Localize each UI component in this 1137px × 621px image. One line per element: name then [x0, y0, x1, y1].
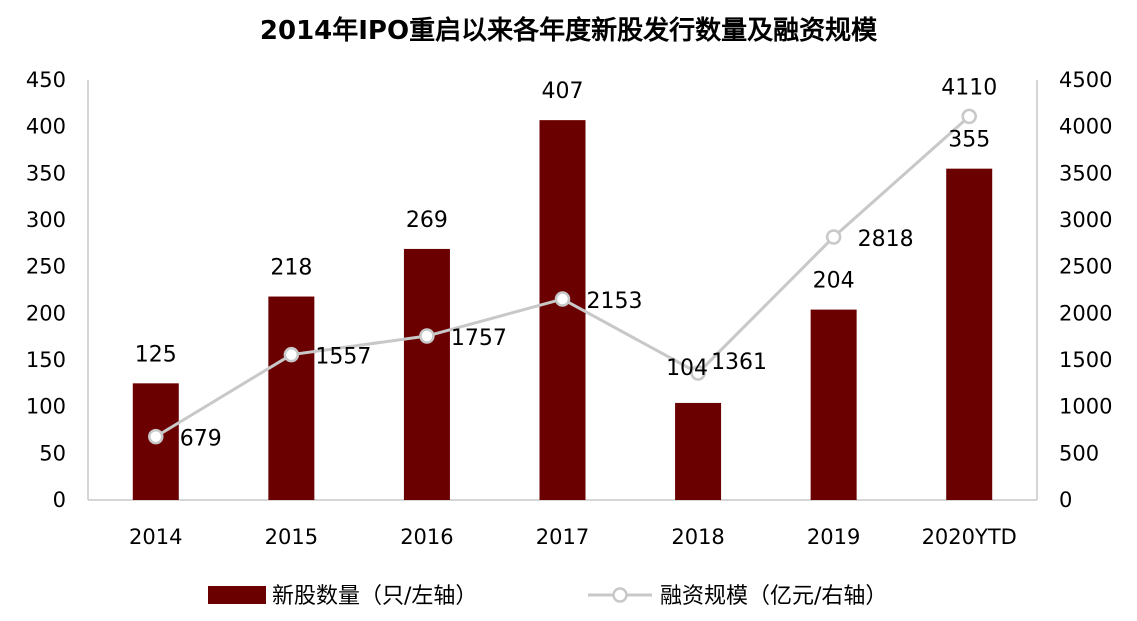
line-series — [148, 108, 977, 445]
bar-value-label: 125 — [135, 342, 177, 367]
line-point — [283, 346, 300, 363]
y-right-tick-label: 1500 — [1059, 348, 1112, 372]
y-left-tick-label: 200 — [26, 301, 66, 325]
x-tick-label: 2014 — [129, 525, 182, 549]
x-tick-label: 2018 — [671, 525, 724, 549]
line-value-label: 1557 — [315, 345, 371, 370]
line-value-label: 2818 — [858, 227, 914, 252]
y-left-tick-label: 250 — [26, 255, 66, 279]
x-tick-label: 2015 — [265, 525, 318, 549]
y-left-tick-label: 0 — [53, 488, 66, 512]
legend-line-label: 融资规模（亿元/右轴） — [660, 584, 887, 609]
bar-value-label: 204 — [813, 269, 855, 294]
bar — [810, 309, 857, 500]
bar-series — [132, 120, 993, 500]
y-right-tick-label: 3000 — [1059, 208, 1112, 232]
y-right-tick-label: 4000 — [1059, 115, 1112, 139]
line-value-label: 1361 — [711, 350, 767, 375]
line-point — [825, 229, 842, 245]
line-value-label: 2153 — [587, 289, 643, 314]
legend-bar-swatch — [208, 586, 266, 604]
bar — [946, 168, 993, 500]
legend-line-marker — [612, 587, 628, 603]
y-left-tick-label: 400 — [26, 115, 66, 139]
y-right-tick-label: 2500 — [1059, 255, 1112, 279]
y-left-tick-label: 50 — [39, 441, 66, 465]
y-left-tick-label: 450 — [26, 68, 66, 92]
axes: 0501001502002503003504004500500100015002… — [26, 68, 1113, 549]
y-left-tick-label: 100 — [26, 395, 66, 419]
y-right-tick-label: 3500 — [1059, 161, 1112, 185]
y-right-tick-label: 1000 — [1059, 395, 1112, 419]
bar-value-label: 355 — [948, 128, 990, 153]
legend-bar-label: 新股数量（只/左轴） — [272, 584, 477, 609]
bar-value-label: 407 — [542, 79, 584, 104]
x-tick-label: 2020YTD — [922, 525, 1017, 549]
bar — [403, 248, 450, 500]
y-right-tick-label: 4500 — [1059, 68, 1112, 92]
line-point — [148, 428, 164, 445]
bar — [539, 120, 586, 500]
y-left-tick-label: 150 — [26, 348, 66, 372]
line-point — [961, 108, 977, 125]
x-tick-label: 2017 — [536, 525, 589, 549]
y-right-tick-label: 500 — [1059, 441, 1099, 465]
chart-title: 2014年IPO重启以来各年度新股发行数量及融资规模 — [259, 16, 878, 46]
bar — [268, 296, 315, 500]
data-labels: 125 218 269 407 104 204 355 679 1557 1757 2153 1361… — [135, 75, 997, 451]
line-point — [419, 328, 435, 344]
bar — [675, 402, 722, 500]
bar-value-label: 218 — [270, 256, 312, 281]
y-left-tick-label: 300 — [26, 208, 66, 232]
line-point — [690, 365, 706, 381]
line-value-label: 1757 — [451, 326, 507, 351]
legend: 新股数量（只/左轴） 融资规模（亿元/右轴） — [208, 584, 887, 609]
bar-value-label: 269 — [406, 208, 448, 233]
y-left-tick-label: 350 — [26, 161, 66, 185]
x-tick-label: 2016 — [400, 525, 453, 549]
line-value-label: 4110 — [941, 75, 997, 100]
x-tick-label: 2019 — [807, 525, 860, 549]
y-right-tick-label: 2000 — [1059, 301, 1112, 325]
line-value-label: 679 — [180, 427, 222, 452]
line-point — [554, 291, 571, 307]
bar-value-label: 104 — [666, 356, 708, 381]
y-right-tick-label: 0 — [1059, 488, 1072, 512]
